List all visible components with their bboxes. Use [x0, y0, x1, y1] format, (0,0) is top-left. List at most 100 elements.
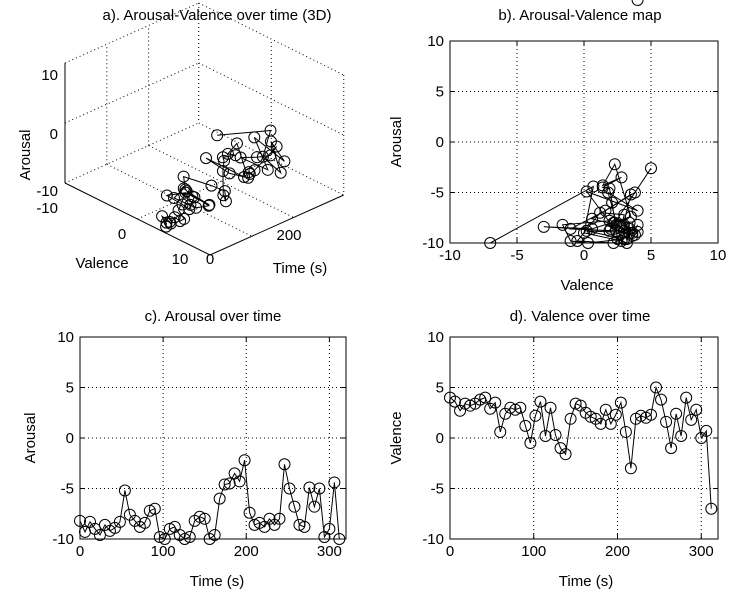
c-point-40 [273, 512, 286, 525]
a-point-52 [211, 129, 224, 142]
panel-d-grid [449, 336, 719, 540]
d-point-20 [544, 401, 557, 414]
panel-a-gridline-0 [64, 2, 199, 64]
a-point-7 [178, 212, 191, 225]
a-point-33 [230, 137, 243, 150]
panel-b: b). Arousal-Valence map -10 -5 0 5 10 -10 -5 0 5… [388, 0, 726, 294]
a-point-10 [160, 189, 173, 202]
b-point-49 [615, 234, 628, 247]
b-point-15 [594, 206, 607, 219]
b-point-34 [624, 210, 637, 223]
panel-a-xlabel: Time (s) [273, 260, 327, 277]
d-point-34 [614, 396, 627, 409]
panel-c-ylabel: Arousal [22, 413, 39, 464]
panel-a-zlabel: Arousal [17, 130, 34, 181]
b-point-7 [631, 225, 644, 238]
c-point-48 [313, 482, 326, 495]
c-point-0 [74, 514, 86, 527]
b-point-43 [599, 204, 612, 217]
b-y-tick-label-2: 0 [436, 134, 444, 151]
c-point-27 [208, 528, 221, 541]
b-point-44 [564, 222, 577, 235]
b-x-tick-label-1: -5 [510, 247, 523, 264]
b-x-tick-label-2: 0 [580, 247, 588, 264]
b-x-tick-label-0: -10 [439, 247, 461, 264]
panel-a-z-tick-10: 10 [41, 67, 58, 84]
c-point-13 [138, 516, 151, 529]
b-y-tick-label-0: -10 [422, 235, 444, 252]
a-point-26 [219, 195, 232, 208]
a-point-15 [177, 182, 190, 195]
c-x-tick-label-2: 200 [234, 543, 259, 560]
b-point-36 [537, 220, 550, 233]
panel-a: a). Arousal-Valence over time (3D) 10 0 … [17, 2, 345, 277]
b-point-10 [586, 212, 599, 225]
d-point-4 [464, 399, 477, 412]
d-point-45 [670, 407, 683, 420]
d-point-1 [449, 395, 462, 408]
c-point-30 [223, 477, 236, 490]
panel-d-series [444, 381, 718, 515]
c-point-9 [118, 484, 131, 497]
d-point-28 [584, 410, 597, 423]
b-point-20 [618, 232, 631, 245]
c-x-tick-label-0: 0 [76, 543, 84, 560]
b-point-51 [587, 180, 600, 193]
a-point-50 [256, 150, 269, 163]
b-point-42 [628, 186, 641, 199]
panel-a-y-tick-neg10: -10 [36, 200, 58, 217]
a-point-23 [177, 170, 190, 183]
b-point-47 [631, 204, 644, 217]
d-point-48 [685, 413, 698, 426]
a-point-44 [234, 151, 247, 164]
panel-a-z-tick-neg10: -10 [36, 183, 58, 200]
c-y-tick-label-0: -10 [52, 531, 74, 548]
d-point-44 [665, 442, 678, 455]
panel-c-xlabel: Time (s) [190, 573, 244, 590]
d-y-tick-label-0: -10 [422, 531, 444, 548]
panel-a-title: a). Arousal-Valence over time (3D) [103, 7, 332, 24]
a-point-11 [176, 198, 189, 211]
a-point-4 [164, 217, 177, 230]
a-point-43 [250, 151, 263, 164]
b-y-tick-label-4: 10 [427, 33, 444, 50]
panel-d: d). Valence over time 0 100 200 300 -10 -5 0 5 1… [388, 308, 719, 590]
c-point-33 [238, 454, 251, 467]
panel-a-gridline-11 [137, 158, 272, 220]
c-point-45 [298, 520, 311, 533]
b-point-31 [615, 171, 628, 184]
d-point-32 [604, 417, 617, 430]
a-point-13 [184, 198, 197, 211]
b-point-45 [610, 224, 623, 237]
d-point-35 [619, 425, 632, 438]
a-point-45 [261, 163, 274, 176]
b-x-tick-label-4: 10 [710, 247, 727, 264]
c-series-line [79, 460, 340, 540]
b-point-35 [586, 222, 599, 235]
a-point-49 [274, 166, 287, 179]
a-point-32 [221, 147, 234, 160]
d-point-49 [690, 403, 703, 416]
d-point-31 [599, 403, 612, 416]
panel-b-ticks: -10 -5 0 5 10 -10 -5 0 5 10 [422, 33, 726, 264]
panel-a-z-tick-0: 0 [50, 126, 58, 143]
panel-d-title: d). Valence over time [510, 308, 651, 325]
panel-c-series [74, 454, 346, 545]
c-point-35 [248, 518, 261, 531]
d-point-24 [564, 412, 577, 425]
c-point-18 [163, 522, 176, 535]
d-point-15 [519, 419, 532, 432]
a-point-42 [264, 149, 277, 162]
a-point-37 [238, 171, 251, 184]
d-point-52 [705, 502, 718, 515]
d-point-13 [509, 403, 522, 416]
c-point-22 [183, 530, 196, 543]
a-point-27 [217, 189, 230, 202]
c-point-34 [243, 506, 256, 519]
c-x-tick-label-1: 100 [151, 543, 176, 560]
d-point-38 [634, 409, 647, 422]
panel-a-gridline-6 [64, 62, 199, 124]
a-point-12 [183, 203, 196, 216]
c-point-43 [288, 500, 301, 513]
